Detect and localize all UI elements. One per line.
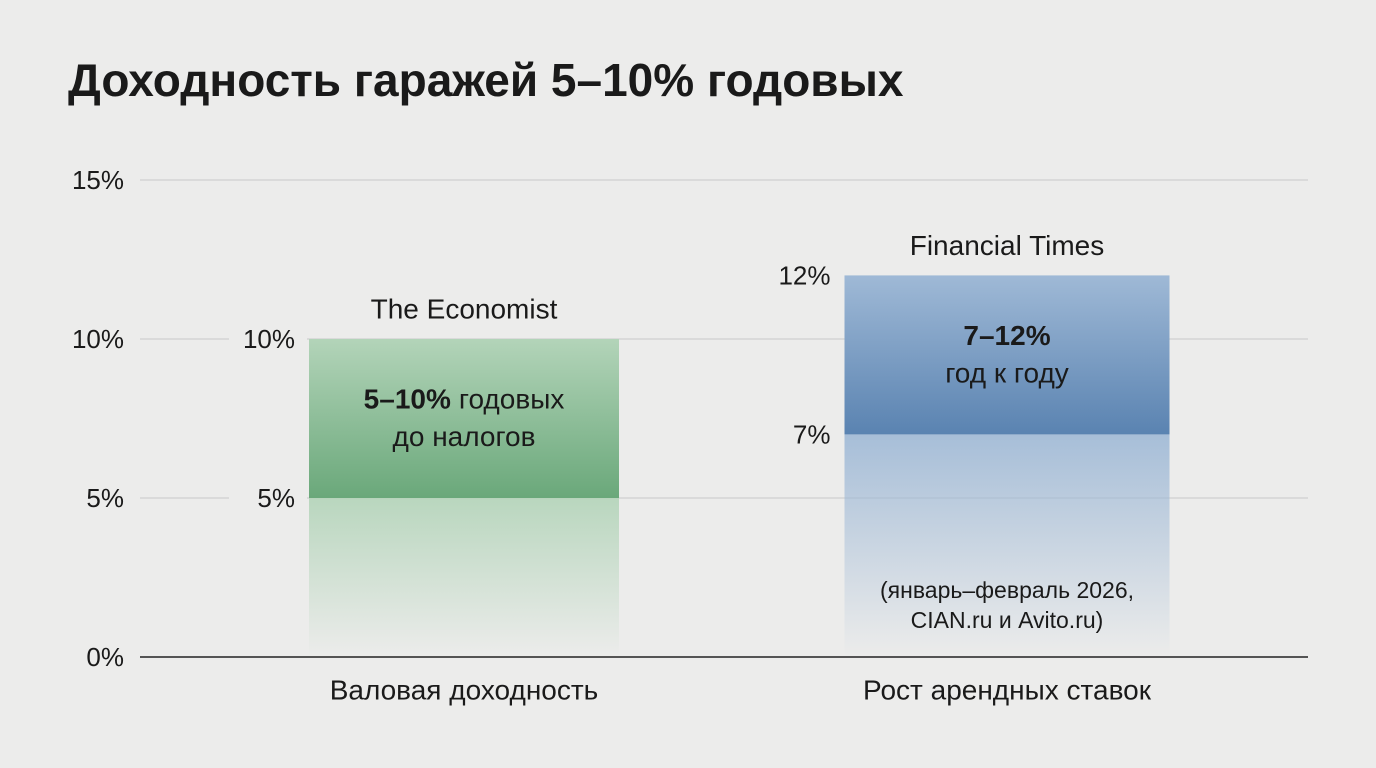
x-tick-label: Валовая доходность: [330, 674, 599, 705]
annotation-bold: 7–12%: [963, 320, 1050, 351]
y-tick-label: 0%: [86, 642, 124, 672]
note: (январь–февраль 2026,: [880, 577, 1134, 603]
value-label: 5%: [257, 483, 295, 513]
y-tick-label: 5%: [86, 483, 124, 513]
annotation: до налогов: [393, 421, 536, 452]
annotation-text: годовых: [459, 384, 564, 415]
y-tick-label: 10%: [72, 324, 124, 354]
range-base: [309, 498, 619, 657]
chart-title: Доходность гаражей 5–10% годовых: [68, 54, 904, 106]
annotation: 5–10% годовых: [364, 384, 565, 415]
source-label: Financial Times: [910, 230, 1105, 261]
value-label: 7%: [793, 419, 831, 449]
source-label: The Economist: [371, 293, 558, 324]
annotation: 7–12%: [963, 320, 1050, 351]
value-label: 12%: [778, 260, 830, 290]
range-bar: [844, 275, 1170, 435]
note: CIAN.ru и Avito.ru): [911, 607, 1104, 633]
value-label: 10%: [243, 324, 295, 354]
y-tick-label: 15%: [72, 165, 124, 195]
x-tick-label: Рост арендных ставок: [863, 674, 1152, 705]
annotation: год к году: [945, 357, 1069, 388]
annotation-bold: 5–10%: [364, 384, 451, 415]
range-bar: [309, 339, 619, 498]
range-base: [844, 434, 1170, 657]
